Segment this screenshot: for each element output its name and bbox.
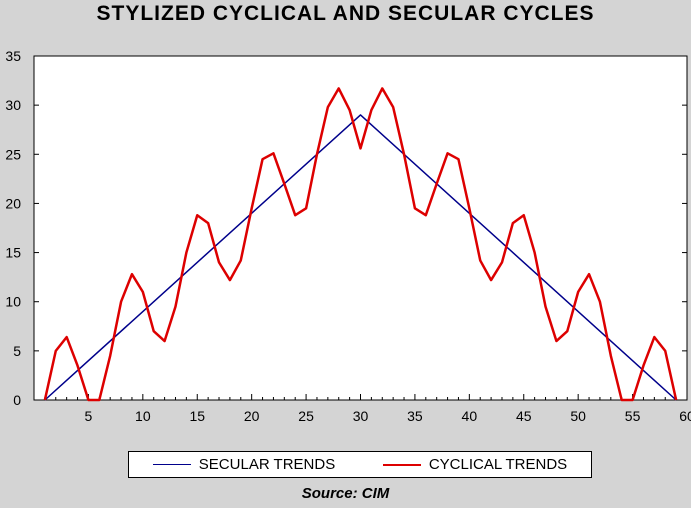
x-tick-label: 5 bbox=[85, 408, 93, 424]
x-tick-label: 25 bbox=[298, 408, 314, 424]
series-line-cyclical bbox=[43, 87, 678, 402]
x-tick-label: 20 bbox=[244, 408, 260, 424]
legend-swatch-secular bbox=[152, 464, 191, 465]
x-tick-label: 55 bbox=[625, 408, 641, 424]
x-tick-label: 10 bbox=[135, 408, 151, 424]
source-note: Source: CIM bbox=[301, 485, 390, 502]
y-tick-label: 5 bbox=[13, 343, 21, 359]
x-tick-label: 60 bbox=[679, 408, 691, 424]
y-tick-label: 25 bbox=[5, 146, 21, 162]
x-tick-label: 40 bbox=[462, 408, 478, 424]
y-tick-label: 35 bbox=[5, 48, 21, 64]
y-tick-label: 30 bbox=[5, 97, 21, 113]
y-tick-label: 0 bbox=[13, 392, 21, 408]
legend-label-cyclical: CYCLICAL TRENDS bbox=[428, 456, 568, 473]
legend-label-secular: SECULAR TRENDS bbox=[198, 456, 336, 473]
legend-item-secular: SECULAR TRENDS bbox=[152, 456, 336, 473]
plot-area bbox=[33, 55, 688, 401]
y-tick-label: 10 bbox=[5, 294, 21, 310]
series-line-secular bbox=[44, 114, 677, 401]
legend-swatch-cyclical bbox=[382, 463, 421, 466]
x-tick-label: 35 bbox=[407, 408, 423, 424]
x-tick-label: 45 bbox=[516, 408, 532, 424]
x-tick-label: 30 bbox=[353, 408, 369, 424]
y-tick-label: 20 bbox=[5, 195, 21, 211]
chart-title: STYLIZED CYCLICAL AND SECULAR CYCLES bbox=[96, 2, 595, 25]
legend-item-cyclical: CYCLICAL TRENDS bbox=[382, 456, 568, 473]
y-tick-label: 15 bbox=[5, 245, 21, 261]
x-tick-label: 15 bbox=[189, 408, 205, 424]
x-tick-label: 50 bbox=[570, 408, 586, 424]
legend: SECULAR TRENDS CYCLICAL TRENDS bbox=[128, 451, 592, 478]
